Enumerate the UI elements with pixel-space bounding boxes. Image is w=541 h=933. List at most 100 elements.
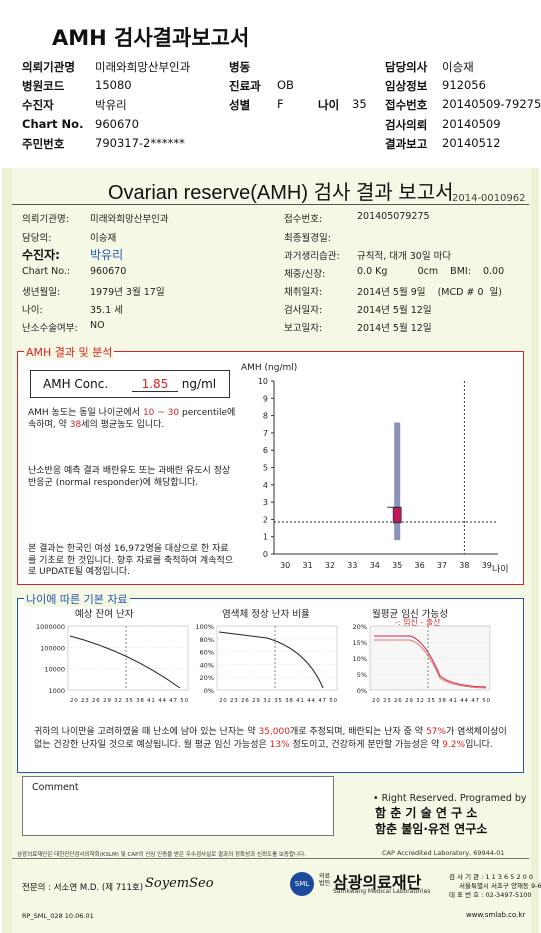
x-tick-label: 31 <box>303 561 313 570</box>
amh-section-label: AMH 결과 및 분석 <box>24 344 115 360</box>
info-label: 난소수술여부: <box>22 323 78 334</box>
header-label: 의뢰기관명 <box>22 60 75 74</box>
mini-y-label: 80% <box>200 636 214 644</box>
response-prediction: 난소반응 예측 결과 배란유도 또는 과배란 유도시 정상반응군 (normal… <box>28 466 231 488</box>
pregnancy-rate: 13% <box>269 740 290 750</box>
mini-y-label: 1000 <box>48 687 65 695</box>
x-tick-label: 35 <box>392 561 402 570</box>
y-tick-label: 7 <box>263 429 268 438</box>
basic-summary: 귀하의 나이만을 고려하였을 때 난소에 남아 있는 난자는 약 35,000개… <box>34 726 514 752</box>
info-label: 담당의: <box>22 233 52 244</box>
info-value: 960670 <box>90 266 127 277</box>
mini-curve-birth <box>374 639 487 689</box>
mini-y-label: 15% <box>353 639 367 647</box>
amh-conc-unit: ng/ml <box>181 377 217 391</box>
comment-box <box>22 776 334 836</box>
info-label: 최종월경일: <box>284 233 331 244</box>
header-value: 35 <box>352 97 367 111</box>
mini-y-label: 100000 <box>40 644 65 652</box>
info-value: 박유리 <box>90 248 124 262</box>
chart3-title: 월평균 임신 가능성 <box>372 609 448 620</box>
y-tick-label: 6 <box>263 446 268 455</box>
normal-egg-rate: 57% <box>425 727 446 737</box>
header-value: 이승재 <box>442 60 474 74</box>
page-title: AMH 검사결과보고서 <box>52 26 250 50</box>
x-tick-label: 34 <box>370 561 380 570</box>
cap-accreditation: CAP Accredited Laboratory, 69944-01 <box>382 849 505 857</box>
chart3-legend: -: 임신 - 출산 <box>395 618 441 627</box>
mini-y-label: 20% <box>353 623 367 631</box>
age-basic-charts: 1000000 100000 10000 1000 20 23 26 29 32 35 … <box>36 623 491 704</box>
amh-conc-box: AMH Conc. 1.85 ng/ml <box>30 370 230 398</box>
header-value: 15080 <box>95 78 132 92</box>
mini-chart-area <box>67 625 189 691</box>
report-title: Ovarian reserve(AMH) 검사 결과 보고서 <box>108 182 454 204</box>
para-text: percentile에 속하며, 약 <box>28 408 236 430</box>
info-value: 2014년 5월 12일 <box>357 305 432 316</box>
header-value: OB <box>277 78 294 92</box>
info-value: 규칙적, 대개 30일 마다 <box>357 251 452 262</box>
lab-code: 검 사 기 관 : 1 1 3 6 5 2 0 0 <box>449 873 533 881</box>
header-value: F <box>277 97 284 111</box>
x-tick-label: 33 <box>347 561 357 570</box>
x-tick-label: 39 <box>482 561 492 570</box>
x-tick-label: 38 <box>459 561 469 570</box>
header-label: Chart No. <box>22 117 84 131</box>
whisker-bar <box>394 422 401 541</box>
info-label: 수진자: <box>22 248 60 262</box>
doctor-name: 전문의 : 서소연 M.D. (제 711호) <box>22 883 144 893</box>
comment-label: Comment <box>32 782 79 793</box>
header-value: 960670 <box>95 117 139 131</box>
para-text: 입니다. <box>465 740 493 750</box>
website-link[interactable]: www.smlab.co.kr <box>466 911 526 919</box>
accreditation-note: 삼광의료재단은 대한진단검사의학회(KSLM) 및 CAP의 신임 인증을 받은… <box>17 852 306 858</box>
header-label: 임상정보 <box>385 79 428 93</box>
header-label: 결과보고 <box>385 137 428 151</box>
report-number: 2014-0010962 <box>452 193 526 204</box>
info-value: 2014년 5월 9일 (MCD # 0 일) <box>357 287 502 298</box>
info-label: 접수번호: <box>284 214 323 225</box>
info-label: 채취일자: <box>284 287 323 298</box>
header-value: 790317-2****** <box>95 136 185 150</box>
header-value: 912056 <box>442 78 486 92</box>
amh-conc-value: 1.85 <box>131 377 178 392</box>
divider <box>12 204 529 205</box>
egg-estimate: 35,000 <box>258 727 290 737</box>
x-tick-label: 32 <box>325 561 335 570</box>
header-label: 주민번호 <box>22 137 65 151</box>
org-name: 삼광의료재단 <box>333 873 422 892</box>
y-tick-label: 8 <box>263 412 268 421</box>
header-label: 병동 <box>229 60 251 74</box>
org-english-name: Samkwang Medical Laboratories <box>333 888 431 895</box>
y-tick-label: 5 <box>263 464 268 473</box>
x-tick-label: 37 <box>437 561 447 570</box>
y-tick-label: 0 <box>263 550 268 559</box>
header-value: 20140509-79275 <box>442 97 541 111</box>
data-note: 본 결과는 한국인 여성 16,972명을 대상으로 한 자료를 기초로 한 것… <box>28 544 234 577</box>
x-axis-label: 나이 <box>492 564 509 575</box>
info-label: 나이: <box>22 305 43 316</box>
equivalent-age: 38 <box>69 419 82 430</box>
mini-x-labels: 20 23 26 29 32 35 38 41 44 47 50 <box>70 698 189 704</box>
mini-y-label: 0% <box>357 687 367 695</box>
mini-y-label: 40% <box>200 661 214 669</box>
info-label: 검사일자: <box>284 305 323 316</box>
mini-curve <box>69 635 181 689</box>
header-label: 성별 <box>229 98 251 112</box>
y-tick-label: 1 <box>263 533 268 542</box>
para-text: 귀하의 나이만을 고려하였을 때 난소에 남아 있는 난자는 약 <box>34 727 256 737</box>
info-value: 2014년 5월 12일 <box>357 323 432 334</box>
mini-x-labels: 20 23 26 29 32 35 38 41 44 47 50 <box>372 698 491 704</box>
info-label: Chart No.: <box>22 266 71 277</box>
info-value: 이승재 <box>90 233 117 244</box>
org-prefix: 의료 법인 <box>319 873 331 887</box>
sml-logo-icon: SML <box>290 872 314 896</box>
rights-text: • Right Reserved. Programed by <box>373 793 527 804</box>
info-value: 201405079275 <box>357 211 430 222</box>
para-text: 세의 평균농도 입니다. <box>81 419 165 430</box>
mini-y-label: 100% <box>195 623 214 631</box>
doctor-signature: SoyemSeo <box>145 876 214 891</box>
birth-rate: 9.2% <box>442 740 466 750</box>
info-value: 35.1 세 <box>90 305 123 316</box>
